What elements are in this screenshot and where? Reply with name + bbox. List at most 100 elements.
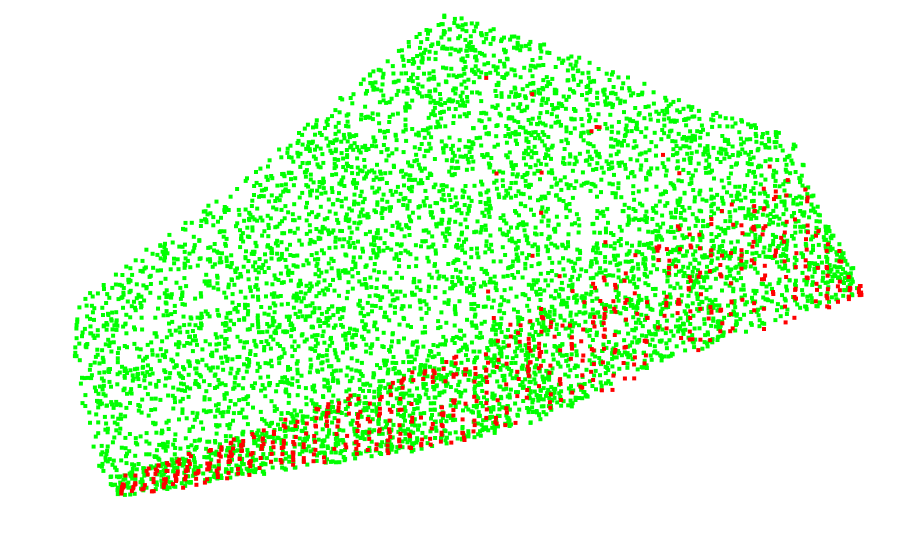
green-point [351, 345, 356, 350]
green-point [343, 217, 348, 222]
green-point [483, 223, 488, 228]
green-point [749, 150, 753, 154]
green-point [823, 280, 828, 285]
green-point [465, 317, 469, 322]
green-point [711, 195, 716, 200]
green-point [333, 211, 338, 216]
green-point [406, 427, 410, 432]
green-point [476, 68, 481, 73]
green-point [168, 267, 173, 272]
green-point [843, 258, 848, 263]
green-point [163, 255, 167, 260]
green-point [561, 353, 565, 358]
green-point [517, 93, 522, 98]
green-point [740, 262, 745, 267]
green-point [670, 139, 675, 144]
green-point [546, 271, 551, 275]
green-point [689, 151, 694, 156]
green-point [460, 345, 465, 350]
green-point [348, 96, 353, 100]
green-point [519, 44, 524, 49]
green-point [801, 213, 806, 218]
green-point [559, 187, 564, 192]
green-point [492, 180, 497, 185]
green-point [231, 450, 236, 455]
green-point [277, 147, 282, 152]
green-point [502, 298, 507, 303]
green-point [679, 179, 684, 184]
green-point [104, 301, 109, 305]
green-point [452, 323, 457, 328]
green-point [552, 227, 556, 232]
green-point [692, 326, 697, 331]
green-point [328, 283, 333, 287]
green-point [295, 379, 300, 384]
green-point [653, 349, 658, 354]
green-point [509, 422, 513, 427]
green-point [402, 405, 407, 410]
green-point [295, 371, 300, 376]
green-point [95, 333, 100, 338]
green-point [103, 342, 108, 347]
green-point [361, 213, 366, 218]
green-point [791, 146, 796, 151]
green-point [136, 408, 141, 413]
green-point [575, 298, 579, 303]
green-point [571, 73, 576, 78]
green-point [734, 161, 739, 166]
green-point [790, 161, 795, 166]
green-point [193, 323, 198, 328]
green-point [414, 339, 419, 344]
green-point [405, 87, 410, 92]
green-point [245, 312, 250, 317]
green-point [431, 384, 436, 389]
green-point [125, 299, 130, 304]
green-point [199, 420, 204, 425]
green-point [121, 305, 125, 310]
green-point [714, 266, 719, 271]
green-point [386, 367, 391, 372]
green-point [183, 256, 188, 261]
green-point [580, 71, 585, 76]
green-point [114, 318, 119, 323]
green-point [356, 302, 361, 307]
green-point [338, 316, 343, 321]
green-point [500, 245, 505, 250]
green-point [383, 135, 387, 140]
green-point [385, 421, 389, 426]
green-point [332, 416, 337, 421]
green-point [214, 449, 219, 454]
green-point [289, 170, 294, 175]
green-point [513, 129, 518, 134]
green-point [610, 356, 615, 361]
green-point [484, 36, 489, 41]
green-point [383, 171, 388, 176]
green-point [331, 376, 336, 381]
green-point [115, 372, 120, 377]
green-point [192, 243, 197, 248]
green-point [516, 120, 521, 125]
green-point [451, 121, 456, 125]
green-point [658, 353, 663, 358]
green-point [504, 188, 509, 193]
green-point [241, 462, 246, 467]
green-point [420, 239, 425, 244]
green-point [398, 427, 403, 431]
green-point [577, 248, 582, 253]
green-point [573, 261, 578, 266]
green-point [426, 284, 431, 289]
green-point [244, 369, 249, 374]
green-point [496, 192, 501, 197]
green-point [717, 303, 722, 308]
green-point [213, 332, 218, 337]
green-point [695, 218, 700, 223]
green-point [117, 431, 122, 436]
green-point [342, 237, 347, 242]
green-point [809, 237, 814, 242]
green-point [834, 265, 839, 270]
green-point [236, 367, 241, 372]
green-point [423, 47, 428, 52]
green-point [389, 344, 394, 349]
